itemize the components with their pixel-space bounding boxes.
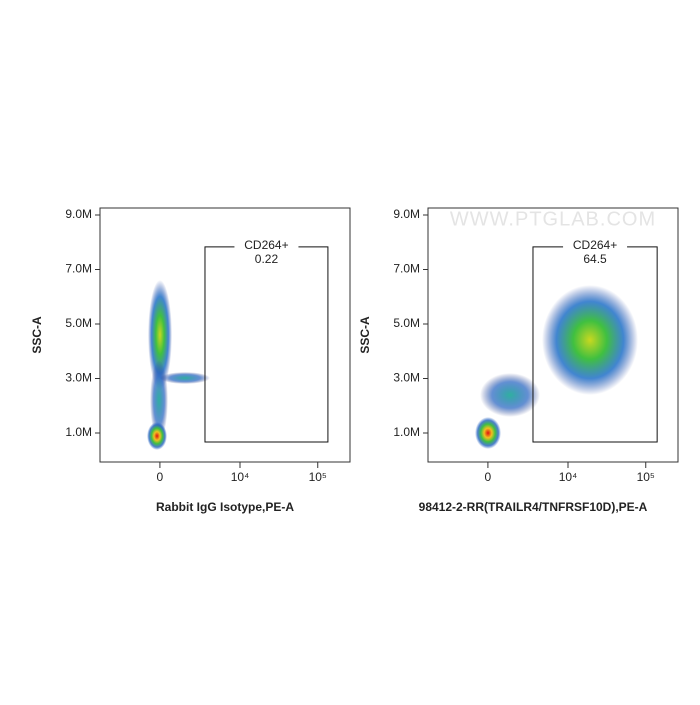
x-tick-label: 10⁵ bbox=[637, 470, 655, 484]
y-tick-label: 1.0M bbox=[393, 425, 420, 439]
cloud bbox=[160, 372, 210, 384]
plot-frame bbox=[99, 207, 351, 463]
y-tick-label: 3.0M bbox=[393, 371, 420, 385]
cloud bbox=[148, 280, 172, 390]
y-axis-title: SSC-A bbox=[358, 316, 372, 354]
x-tick-label: 0 bbox=[485, 470, 492, 484]
gate-name: CD264+ bbox=[573, 238, 617, 252]
x-tick-label: 10⁴ bbox=[231, 470, 250, 484]
y-tick-label: 9.0M bbox=[393, 207, 420, 221]
y-tick-label: 7.0M bbox=[393, 262, 420, 276]
y-tick-label: 5.0M bbox=[65, 316, 92, 330]
x-tick-label: 0 bbox=[157, 470, 164, 484]
cloud bbox=[480, 373, 540, 417]
y-tick-label: 9.0M bbox=[65, 207, 92, 221]
gate-name: CD264+ bbox=[244, 238, 288, 252]
cloud bbox=[542, 285, 638, 395]
x-tick-label: 10⁵ bbox=[309, 470, 327, 484]
gate-value: 64.5 bbox=[583, 252, 607, 266]
y-axis-title: SSC-A bbox=[30, 316, 44, 354]
cloud bbox=[475, 417, 501, 449]
gate-label-bg bbox=[234, 238, 299, 269]
x-axis-title: 98412-2-RR(TRAILR4/TNFRSF10D),PE-A bbox=[419, 500, 648, 514]
density-cloud bbox=[147, 280, 638, 450]
y-tick-label: 3.0M bbox=[65, 371, 92, 385]
y-tick-label: 5.0M bbox=[393, 316, 420, 330]
plot-frame bbox=[427, 207, 679, 463]
watermark: WWW.PTGLAB.COM bbox=[450, 208, 656, 230]
gate-value: 0.22 bbox=[255, 252, 279, 266]
cloud bbox=[147, 422, 167, 450]
gate bbox=[204, 246, 329, 443]
y-tick-label: 7.0M bbox=[65, 262, 92, 276]
x-tick-label: 10⁴ bbox=[559, 470, 578, 484]
x-axis-title: Rabbit IgG Isotype,PE-A bbox=[156, 500, 294, 514]
gate-label-bg bbox=[563, 238, 628, 269]
y-tick-label: 1.0M bbox=[65, 425, 92, 439]
